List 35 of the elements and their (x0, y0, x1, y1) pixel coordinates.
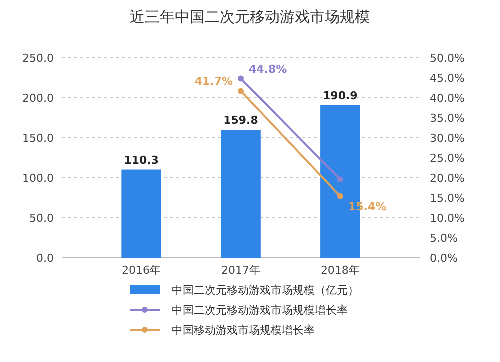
y-tick-label: 150.0 (22, 132, 54, 145)
y2-tick-label: 30.0% (430, 132, 465, 145)
data-label: 44.8% (249, 62, 288, 76)
y2-tick-label: 20.0% (430, 172, 465, 185)
y-tick-label: 100.0 (22, 172, 54, 185)
y2-tick-label: 15.0% (430, 192, 465, 205)
bar (221, 130, 261, 258)
bar (122, 170, 162, 258)
point (337, 176, 344, 183)
x-tick-label: 2017年 (222, 264, 260, 277)
legend-label: 中国二次元移动游戏市场规模（亿元） (172, 284, 359, 297)
y-tick-label: 50.0 (30, 212, 54, 225)
data-label: 41.7% (194, 75, 233, 88)
y-tick-label: 250.0 (22, 52, 54, 65)
legend-label: 中国二次元移动游戏市场规模增长率 (172, 304, 348, 317)
y2-tick-label: 0.0% (430, 252, 458, 265)
y2-tick-label: 45.0% (430, 72, 465, 85)
y-tick-label: 0.0 (36, 252, 54, 265)
chart-title: 近三年中国二次元移动游戏市场规模 (130, 8, 370, 26)
x-tick-label: 2018年 (320, 264, 360, 277)
y2-tick-label: 5.0% (430, 232, 458, 245)
y2-tick-label: 25.0% (430, 152, 465, 165)
point (238, 88, 244, 94)
y2-tick-label: 10.0% (430, 212, 465, 225)
data-label: 159.8 (224, 114, 258, 128)
point (337, 193, 344, 200)
legend-label: 中国移动游戏市场规模增长率 (172, 324, 315, 337)
data-label: 110.3 (124, 154, 159, 167)
point (238, 76, 244, 82)
y2-tick-label: 40.0% (430, 92, 465, 105)
y-tick-label: 200.0 (22, 92, 54, 105)
data-label: 190.9 (323, 89, 358, 102)
y2-tick-label: 50.0% (430, 52, 465, 65)
y2-tick-label: 35.0% (430, 112, 465, 125)
x-tick-label: 2016年 (122, 264, 162, 277)
